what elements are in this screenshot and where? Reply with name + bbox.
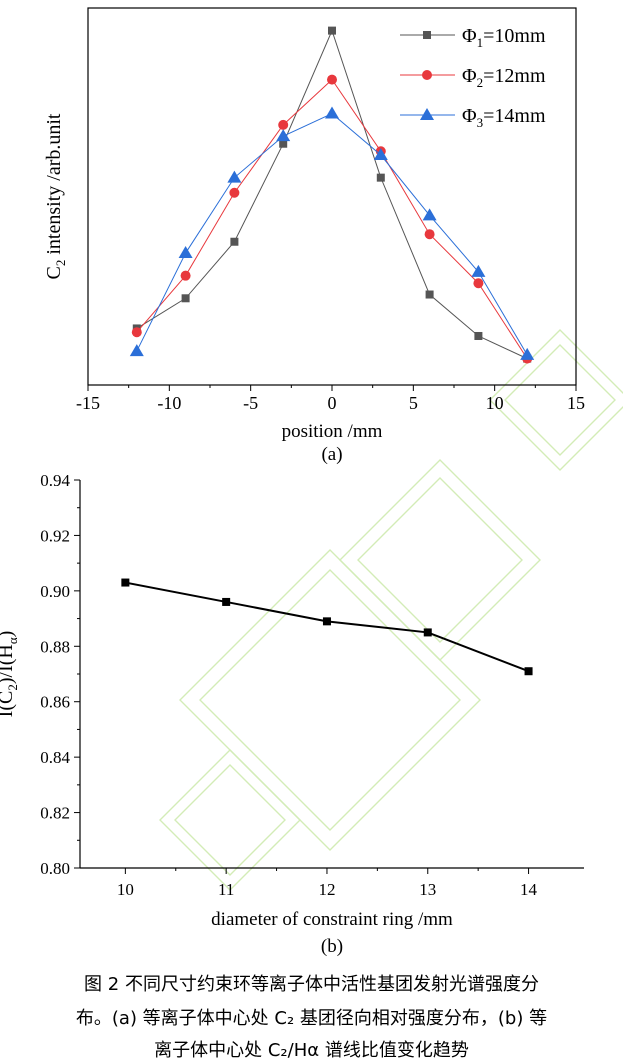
- data-point: [129, 344, 144, 357]
- panel-label: (a): [321, 444, 342, 465]
- watermark-diamond: [504, 344, 616, 456]
- data-point: [424, 229, 435, 240]
- watermark-diamond: [357, 477, 523, 643]
- legend-label: Φ3=14mm: [462, 105, 546, 130]
- data-point: [180, 270, 191, 281]
- data-point: [474, 331, 483, 340]
- watermark-diamond: [174, 764, 286, 876]
- chart-b: 0.80 0.82 0.84 0.86 0.88 0.90 0.92 0.94 10 11 12 13…: [0, 471, 584, 957]
- series-1: [121, 578, 533, 676]
- watermark-diamond: [489, 329, 623, 471]
- panel-label: (b): [321, 936, 343, 957]
- legend: Φ1=10mm Φ2=12mm Φ3=14mm: [400, 25, 546, 130]
- y-tick-label: 0.80: [40, 859, 70, 878]
- x-tick-label: 12: [318, 880, 335, 899]
- series-line: [136, 112, 528, 356]
- x-tick-label: 10: [117, 880, 134, 899]
- x-tick-label: 0: [328, 393, 337, 413]
- x-tick-label: 5: [409, 393, 418, 413]
- chart-a: -15 -10 -5 0 5 10 15 position /mm(a) C2 intensit…: [43, 7, 585, 465]
- x-axis-label: position /mm: [282, 421, 383, 442]
- data-point: [222, 597, 231, 606]
- x-tick-label: 14: [520, 880, 538, 899]
- x-tick-label: 11: [218, 880, 234, 899]
- y-tick-label: 0.90: [40, 582, 70, 601]
- data-point: [325, 106, 339, 119]
- x-tick-label: 13: [419, 880, 436, 899]
- data-point: [376, 173, 385, 182]
- x-axis-label: diameter of constraint ring /mm: [211, 909, 453, 930]
- data-point: [230, 237, 239, 246]
- x-tick-label: -15: [76, 393, 100, 413]
- caption-line-1: 图 2 不同尺寸约束环等离子体中活性基团发射光谱强度分: [84, 974, 539, 995]
- x-tick-label: 10: [486, 393, 504, 413]
- data-point: [328, 26, 336, 35]
- watermark-diamond: [339, 459, 541, 661]
- data-point: [473, 278, 484, 289]
- y-axis-label: I(C2)/I(Hα): [0, 631, 20, 718]
- data-point: [423, 628, 432, 637]
- data-point: [471, 264, 486, 277]
- data-point: [276, 129, 291, 142]
- y-tick-label: 0.94: [40, 471, 70, 490]
- data-point: [425, 290, 434, 299]
- data-point: [278, 119, 289, 130]
- y-tick-label: 0.82: [40, 804, 70, 823]
- data-point: [373, 148, 388, 161]
- y-tick-label: 0.92: [40, 526, 70, 545]
- y-tick-label: 0.86: [40, 693, 70, 712]
- x-tick-label: -10: [157, 393, 181, 413]
- x-tick-label: 15: [567, 393, 585, 413]
- data-point: [322, 617, 331, 626]
- data-point: [524, 667, 533, 676]
- series-line: [125, 581, 529, 673]
- caption-line-2: 布。(a) 等离子体中心处 C₂ 基团径向相对强度分布，(b) 等: [75, 1008, 548, 1029]
- y-tick-label: 0.84: [40, 748, 70, 767]
- series-3: [129, 106, 535, 360]
- legend-marker: [423, 31, 431, 39]
- legend-label: Φ2=12mm: [462, 65, 546, 90]
- data-point: [121, 578, 130, 587]
- data-point: [520, 347, 535, 360]
- data-point: [227, 170, 242, 183]
- x-tick-label: -5: [243, 393, 258, 413]
- legend-marker: [422, 70, 432, 80]
- caption-line-3: 离子体中心处 C₂/Hα 谱线比值变化趋势: [154, 1040, 469, 1061]
- data-point: [131, 327, 142, 338]
- y-axis-label: C2 intensity /arb.unit: [43, 113, 68, 279]
- data-point: [181, 294, 190, 303]
- data-point: [229, 187, 240, 198]
- watermark-diamond: [199, 569, 461, 831]
- data-point: [422, 208, 437, 221]
- data-point: [178, 246, 193, 259]
- legend-label: Φ1=10mm: [462, 25, 546, 50]
- y-tick-label: 0.88: [40, 637, 70, 656]
- data-point: [279, 139, 288, 148]
- watermark-diamond: [159, 749, 301, 891]
- data-point: [327, 74, 337, 85]
- watermark-pattern: [159, 329, 623, 891]
- legend-marker: [420, 108, 434, 120]
